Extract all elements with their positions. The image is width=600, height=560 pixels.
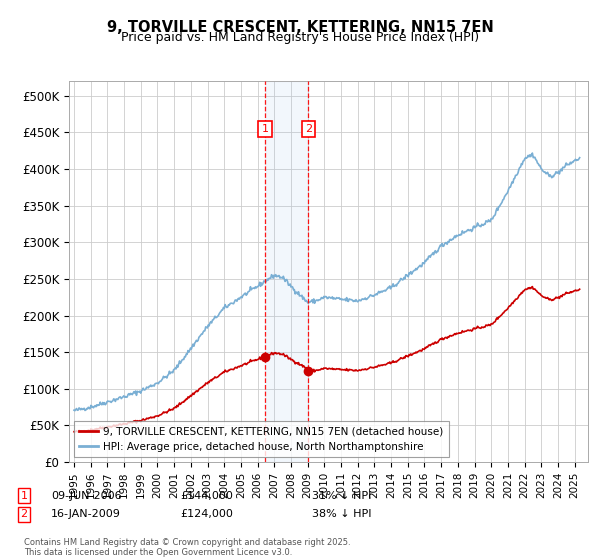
Text: 31% ↓ HPI: 31% ↓ HPI [312, 491, 371, 501]
Text: 2: 2 [20, 509, 28, 519]
Text: 1: 1 [262, 124, 268, 134]
Text: £124,000: £124,000 [180, 509, 233, 519]
Text: 38% ↓ HPI: 38% ↓ HPI [312, 509, 371, 519]
Text: £144,000: £144,000 [180, 491, 233, 501]
Text: 9, TORVILLE CRESCENT, KETTERING, NN15 7EN: 9, TORVILLE CRESCENT, KETTERING, NN15 7E… [107, 20, 493, 35]
Text: 16-JAN-2009: 16-JAN-2009 [51, 509, 121, 519]
Text: 2: 2 [305, 124, 312, 134]
Text: 09-JUN-2006: 09-JUN-2006 [51, 491, 122, 501]
Text: 1: 1 [20, 491, 28, 501]
Legend: 9, TORVILLE CRESCENT, KETTERING, NN15 7EN (detached house), HPI: Average price, : 9, TORVILLE CRESCENT, KETTERING, NN15 7E… [74, 421, 449, 457]
Text: Contains HM Land Registry data © Crown copyright and database right 2025.
This d: Contains HM Land Registry data © Crown c… [24, 538, 350, 557]
Bar [265, 81, 308, 462]
Text: Price paid vs. HM Land Registry's House Price Index (HPI): Price paid vs. HM Land Registry's House … [121, 31, 479, 44]
